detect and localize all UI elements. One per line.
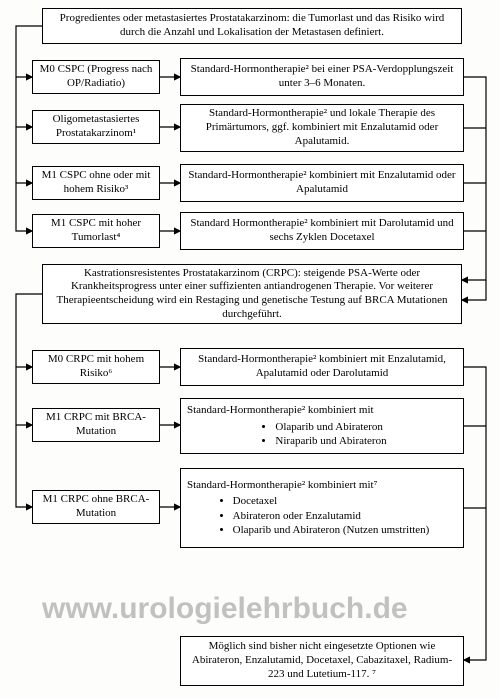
list-item: Docetaxel [233, 494, 430, 508]
list-item: Niraparib und Abirateron [275, 434, 386, 448]
therapy-list: Olaparib und Abirateron Niraparib und Ab… [257, 420, 386, 449]
header-box-crpc: Kastrationsresistentes Prostatakarzinom … [42, 264, 462, 324]
therapy-box-m0-crpc: Standard-Hormontherapie² kombiniert mit … [180, 348, 464, 386]
list-item: Olaparib und Abirateron [275, 420, 386, 434]
header-box-cspc: Progredientes oder metastasiertes Prosta… [42, 8, 462, 44]
therapy-box-m1-crpc-brca: Standard-Hormontherapie² kombiniert mit … [180, 398, 464, 454]
header-text: Progredientes oder metastasiertes Prosta… [49, 12, 455, 40]
therapy-box-m1-cspc-risk: Standard-Hormontherapie² kombiniert mit … [180, 164, 464, 202]
therapy-list: Docetaxel Abirateron oder Enzalutamid Ol… [215, 494, 430, 537]
therapy-box-m1-crpc-nobrca: Standard-Hormontherapie² kombiniert mit⁷… [180, 468, 464, 548]
flowchart-canvas: Progredientes oder metastasiertes Prosta… [0, 0, 500, 698]
therapy-box-m1-cspc-tumor: Standard Hormontherapie² kombiniert mit … [180, 212, 464, 250]
stage-box-m0-cspc: M0 CSPC (Progress nach OP/Radiatio) [32, 60, 160, 94]
therapy-intro: Standard-Hormontherapie² kombiniert mit [187, 404, 457, 418]
stage-box-oligo: Oligometastasiertes Prostatakarzinom¹ [32, 110, 160, 144]
stage-box-m1-cspc-risk: M1 CSPC ohne oder mit hohem Risiko³ [32, 166, 160, 200]
watermark-text: www.urologielehrbuch.de [42, 592, 408, 626]
therapy-intro: Standard-Hormontherapie² kombiniert mit⁷ [187, 479, 457, 493]
stage-box-m0-crpc: M0 CRPC mit hohem Risiko⁶ [32, 350, 160, 384]
footer-box-options: Möglich sind bisher nicht eingesetzte Op… [180, 636, 464, 686]
therapy-box-oligo: Standard-Hormontherapie² und lokale Ther… [180, 104, 464, 152]
therapy-box-m0-cspc: Standard-Hormontherapie² bei einer PSA-V… [180, 58, 464, 96]
stage-box-m1-crpc-brca: M1 CRPC mit BRCA-Mutation [32, 408, 160, 442]
stage-box-m1-crpc-nobrca: M1 CRPC ohne BRCA-Mutation [32, 490, 160, 524]
list-item: Abirateron oder Enzalutamid [233, 509, 430, 523]
stage-box-m1-cspc-tumor: M1 CSPC mit hoher Tumorlast⁴ [32, 214, 160, 248]
header-text: Kastrationsresistentes Prostatakarzinom … [49, 267, 455, 322]
list-item: Olaparib und Abirateron (Nutzen umstritt… [233, 523, 430, 537]
